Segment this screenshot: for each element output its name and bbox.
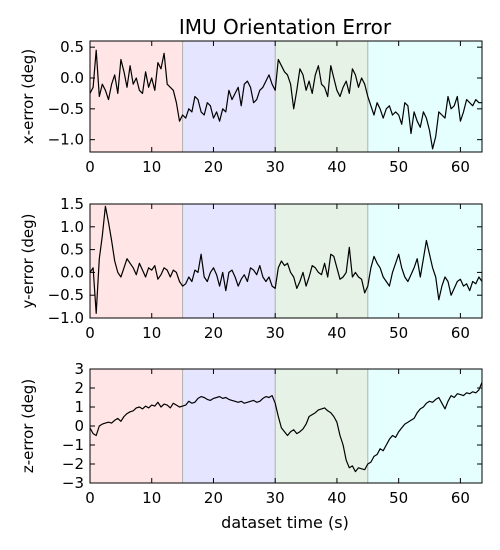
chart-title: IMU Orientation Error — [179, 15, 392, 39]
x-tick-label: 40 — [327, 324, 346, 342]
axes-frame — [89, 203, 483, 319]
time-segment-4 — [367, 41, 482, 152]
axes-frame — [89, 40, 483, 153]
y-tick-label: 3 — [74, 360, 84, 378]
time-segment-4 — [367, 369, 482, 483]
x-tick-label: 40 — [327, 158, 346, 176]
y-tick-label: 0.0 — [60, 69, 84, 87]
y-tick-label: 1.0 — [60, 218, 84, 236]
x-tick-label: 60 — [451, 489, 470, 507]
x-tick-label: 30 — [266, 324, 285, 342]
x-tick-label: 0 — [85, 489, 95, 507]
time-segment-3 — [275, 369, 368, 483]
y-tick-label: 0.5 — [60, 38, 84, 56]
y-tick-label: 0 — [74, 417, 84, 435]
x-tick-label: 10 — [142, 489, 161, 507]
y-tick-label: −1.0 — [48, 131, 84, 149]
x-tick-label: 50 — [389, 324, 408, 342]
y-tick-label: 1 — [74, 398, 84, 416]
y-axis-label: x-error (deg) — [19, 49, 37, 144]
y-tick-label: 0.0 — [60, 263, 84, 281]
y-tick-label: 2 — [74, 379, 84, 397]
x-tick-label: 30 — [266, 489, 285, 507]
x-tick-label: 20 — [204, 324, 223, 342]
time-segment-1 — [90, 369, 183, 483]
time-segment-2 — [182, 41, 276, 152]
x-tick-label: 10 — [142, 324, 161, 342]
series-line-1 — [89, 205, 483, 314]
y-tick-label: 0.5 — [60, 241, 84, 259]
series-line-1 — [89, 49, 482, 150]
y-tick-label: −3 — [62, 474, 84, 492]
y-tick-label: −1 — [62, 436, 84, 454]
x-tick-label: 40 — [327, 489, 346, 507]
time-segment-3 — [275, 41, 368, 152]
time-segment-2 — [182, 369, 276, 483]
x-axis-label: dataset time (s) — [221, 513, 349, 532]
x-tick-label: 50 — [389, 158, 408, 176]
subplot-2: −1.0 −0.5 0.0 0.5 1.0 1.5 0 10 20 30 40 50 60 y-error… — [19, 195, 483, 342]
time-segment-1 — [90, 204, 183, 318]
x-tick-label: 60 — [451, 158, 470, 176]
y-tick-label: −2 — [62, 455, 84, 473]
y-tick-label: −0.5 — [48, 100, 84, 118]
time-segment-2 — [182, 204, 276, 318]
x-tick-label: 10 — [142, 158, 161, 176]
y-tick-label: −1.0 — [48, 309, 84, 327]
y-tick-label: −0.5 — [48, 286, 84, 304]
subplot-1: −1.0 −0.5 0.0 0.5 0 10 20 30 40 50 60 x-error (deg) — [19, 38, 483, 176]
time-segment-4 — [367, 204, 482, 318]
x-tick-label: 0 — [85, 158, 95, 176]
x-tick-label: 50 — [389, 489, 408, 507]
x-tick-label: 30 — [266, 158, 285, 176]
x-tick-label: 20 — [204, 158, 223, 176]
y-axis-label: z-error (deg) — [19, 379, 37, 473]
y-tick-label: 1.5 — [60, 195, 84, 213]
x-tick-label: 0 — [85, 324, 95, 342]
y-axis-label: y-error (deg) — [19, 213, 37, 308]
x-tick-label: 20 — [204, 489, 223, 507]
time-segment-1 — [90, 41, 183, 152]
time-segment-3 — [275, 204, 368, 318]
series-line-1 — [89, 382, 483, 473]
x-tick-label: 60 — [451, 324, 470, 342]
